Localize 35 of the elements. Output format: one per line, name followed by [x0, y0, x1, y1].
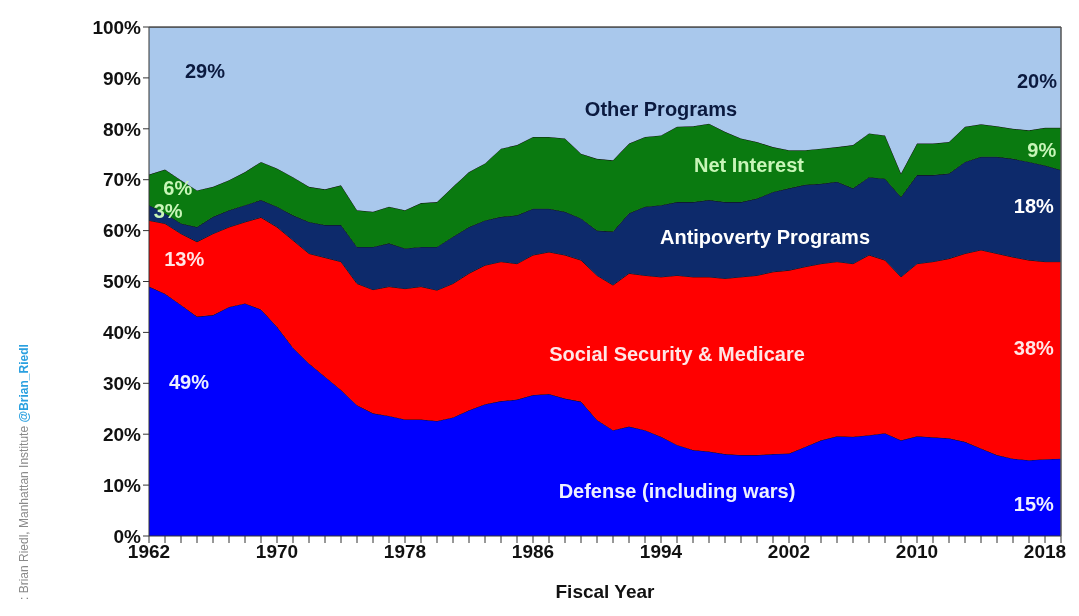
y-tick-label: 90%	[102, 67, 142, 89]
annotation: 15%	[1013, 492, 1055, 515]
x-tick-label: 1986	[511, 541, 555, 563]
text: @Brian_Riedl	[17, 344, 31, 423]
annotation: 9%	[1027, 138, 1057, 161]
x-tick-label: 1970	[255, 541, 299, 563]
annotation: 3%	[153, 200, 183, 223]
y-tick-label: 10%	[102, 474, 142, 496]
x-tick-label: 2018	[1023, 541, 1067, 563]
annotation: 20%	[1016, 70, 1058, 93]
x-axis-title: Fiscal Year	[555, 581, 656, 602]
annotation: 49%	[168, 370, 210, 393]
y-tick-label: 40%	[102, 322, 142, 344]
y-tick-label: 70%	[102, 169, 142, 191]
series-label: Defense (including wars)	[558, 480, 796, 503]
annotation: 38%	[1013, 337, 1055, 360]
x-tick-label: 1994	[639, 541, 683, 563]
y-tick-label: 50%	[102, 271, 142, 293]
y-tick-label: 60%	[102, 220, 142, 242]
x-tick-label: 2002	[767, 541, 811, 563]
series-label: Social Security & Medicare	[549, 342, 805, 365]
y-tick-label: 80%	[102, 118, 142, 140]
series-label: Other Programs	[584, 98, 738, 121]
annotation: 13%	[164, 248, 205, 271]
series-label: Net Interest	[693, 154, 805, 177]
x-tick-label: 2010	[895, 541, 939, 563]
y-tick-label: 20%	[102, 423, 142, 445]
x-tick-label: 1978	[383, 541, 427, 563]
annotation: 18%	[1013, 194, 1055, 217]
annotation: 29%	[184, 60, 226, 83]
y-tick-label: 30%	[102, 373, 142, 395]
text: : Brian Riedl, Manhattan Institute	[17, 422, 31, 600]
series-label: Antipoverty Programs	[659, 225, 871, 248]
y-tick-label: 100%	[92, 16, 142, 38]
annotation: 6%	[163, 177, 193, 200]
